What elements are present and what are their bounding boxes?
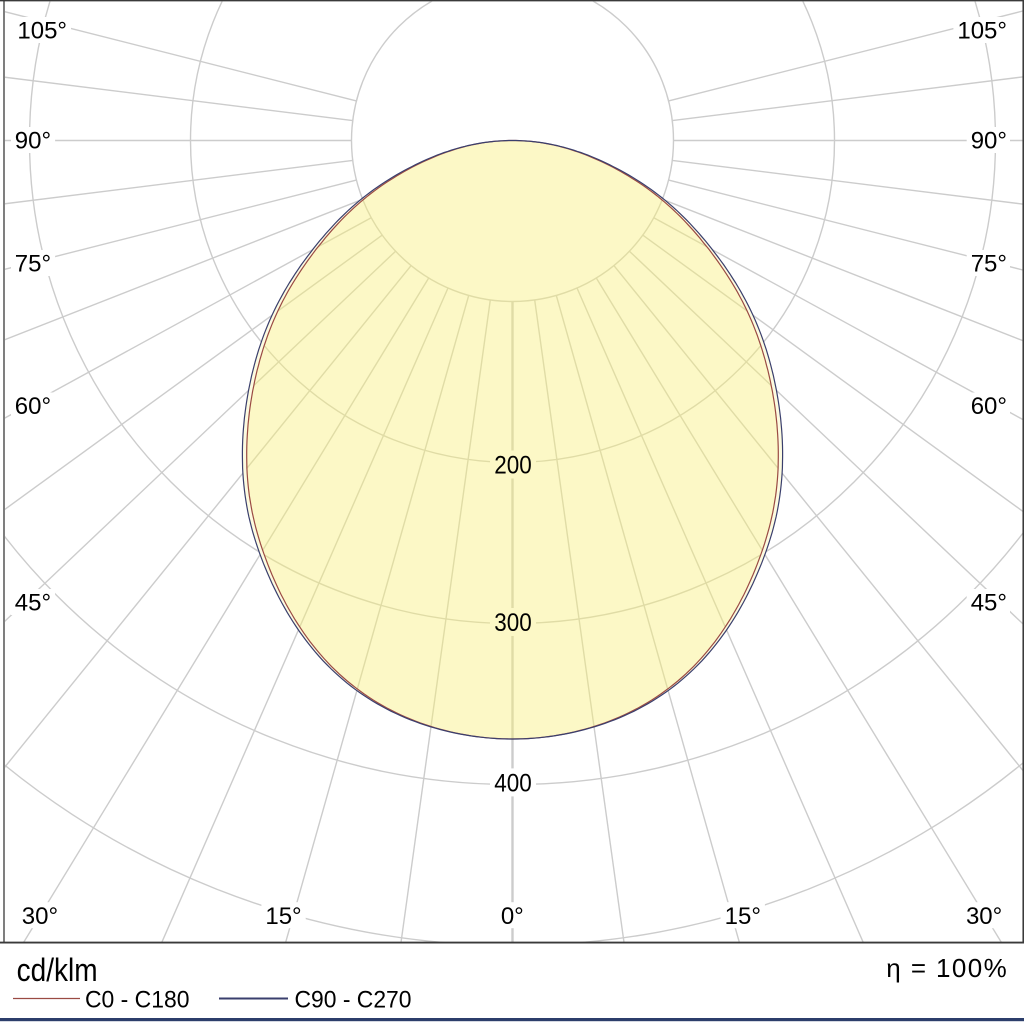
svg-text:cd/klm: cd/klm [17, 952, 98, 988]
svg-text:60°: 60° [971, 393, 1007, 420]
svg-text:200: 200 [494, 451, 532, 479]
svg-text:400: 400 [494, 769, 532, 797]
svg-text:0°: 0° [501, 903, 524, 930]
svg-text:60°: 60° [15, 393, 51, 420]
svg-text:45°: 45° [15, 590, 51, 617]
svg-text:75°: 75° [15, 251, 51, 278]
svg-text:C0 - C180: C0 - C180 [85, 987, 190, 1014]
svg-text:90°: 90° [15, 128, 51, 155]
svg-text:η = 100%: η = 100% [886, 953, 1007, 983]
svg-text:30°: 30° [966, 903, 1002, 930]
svg-text:15°: 15° [725, 903, 761, 930]
svg-text:C90 - C270: C90 - C270 [295, 987, 412, 1014]
svg-text:105°: 105° [957, 18, 1007, 45]
svg-text:90°: 90° [971, 128, 1007, 155]
svg-text:300: 300 [494, 609, 532, 637]
svg-text:30°: 30° [22, 903, 58, 930]
svg-text:15°: 15° [265, 903, 301, 930]
svg-text:105°: 105° [17, 18, 67, 45]
svg-text:75°: 75° [971, 251, 1007, 278]
svg-text:45°: 45° [971, 590, 1007, 617]
